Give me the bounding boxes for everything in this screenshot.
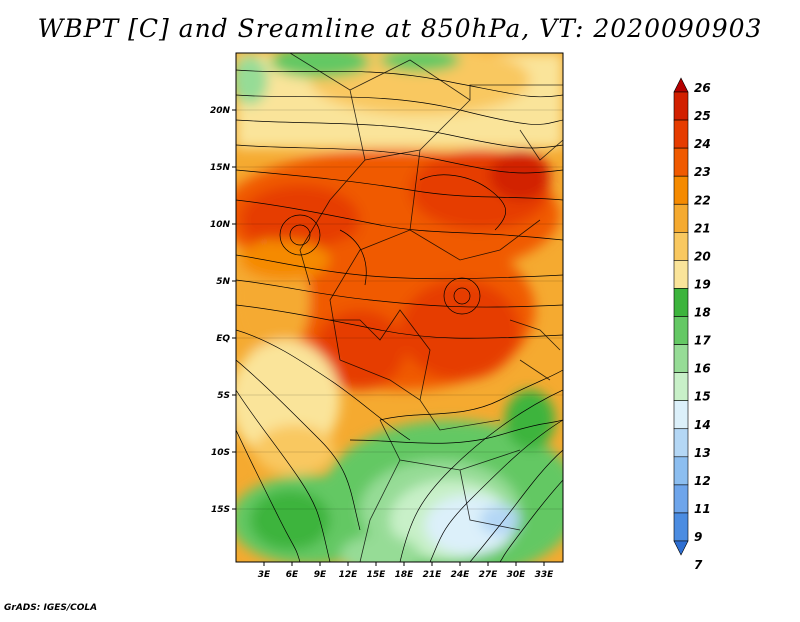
colorbar-swatch	[673, 288, 689, 317]
lat-label-15n: 15N	[210, 163, 231, 173]
colorbar-label: 24	[694, 137, 711, 151]
colorbar-swatch	[673, 456, 689, 486]
lon-label-15e: 15E	[367, 570, 387, 580]
lon-label-21e: 21E	[423, 570, 443, 580]
colorbar-swatch	[673, 512, 689, 542]
lat-label-15s: 15S	[211, 505, 230, 515]
lat-label-eq: EQ	[216, 334, 230, 344]
colorbar-swatch	[673, 316, 689, 345]
map-frame	[235, 52, 564, 563]
colorbar-swatch	[673, 147, 689, 177]
colorbar-swatch	[673, 119, 689, 149]
lon-axis: 3E 6E 9E 12E 15E 18E 21E 24E 27E 30E 33E	[258, 562, 554, 580]
lon-label-6e: 6E	[286, 570, 299, 580]
colorbar-swatch	[673, 91, 689, 121]
lon-label-3e: 3E	[258, 570, 271, 580]
lon-label-18e: 18E	[395, 570, 415, 580]
colorbar-swatch	[673, 232, 689, 261]
colorbar-label: 19	[694, 277, 711, 291]
colorbar-label: 26	[694, 81, 711, 95]
colorbar-label: 9	[694, 530, 702, 544]
colorbar-label: 16	[694, 362, 711, 376]
streamlines	[236, 69, 563, 562]
lon-label-24e: 24E	[451, 570, 471, 580]
lon-label-33e: 33E	[535, 570, 555, 580]
lat-label-10s: 10S	[211, 448, 230, 458]
colorbar-label: 14	[694, 418, 711, 432]
lon-label-12e: 12E	[339, 570, 359, 580]
lat-axis: 20N 15N 10N 5N EQ 5S 10S 15S	[210, 106, 236, 515]
colorbar-label: 12	[694, 474, 711, 488]
lat-label-20n: 20N	[210, 106, 231, 116]
colorbar: 26 25 24 23 22 21 20 19 18 17 16 15 14 13 12 11 9 7	[673, 77, 711, 572]
colorbar-label: 25	[694, 109, 711, 123]
colorbar-swatch	[673, 203, 689, 233]
colorbar-swatch	[673, 344, 689, 373]
temperature-field	[236, 53, 563, 562]
colorbar-label: 17	[694, 334, 711, 348]
colorbar-label: 21	[694, 221, 711, 235]
colorbar-swatch	[673, 372, 689, 401]
lat-label-5s: 5S	[217, 391, 230, 401]
colorbar-swatch	[673, 77, 689, 93]
colorbar-swatch	[673, 260, 689, 289]
colorbar-label: 15	[694, 390, 711, 404]
colorbar-swatch	[673, 175, 689, 205]
lon-label-27e: 27E	[479, 570, 499, 580]
map-title: WBPT [C] and Sreamline at 850hPa, VT: 20…	[37, 14, 763, 43]
colorbar-label: 23	[694, 165, 711, 179]
colorbar-swatch	[673, 428, 689, 458]
colorbar-label: 18	[694, 306, 711, 320]
colorbar-label: 22	[694, 193, 711, 207]
lat-label-10n: 10N	[210, 220, 231, 230]
colorbar-label: 11	[694, 502, 711, 516]
grads-credit: GrADS: IGES/COLA	[4, 603, 98, 613]
lon-label-30e: 30E	[507, 570, 527, 580]
colorbar-label: 20	[694, 249, 711, 263]
colorbar-swatch	[673, 540, 689, 556]
colorbar-label: 7	[694, 558, 703, 572]
lat-label-5n: 5N	[216, 277, 230, 287]
colorbar-swatch	[673, 400, 689, 430]
lon-label-9e: 9E	[314, 570, 327, 580]
colorbar-swatch	[673, 484, 689, 514]
colorbar-label: 13	[694, 446, 711, 460]
